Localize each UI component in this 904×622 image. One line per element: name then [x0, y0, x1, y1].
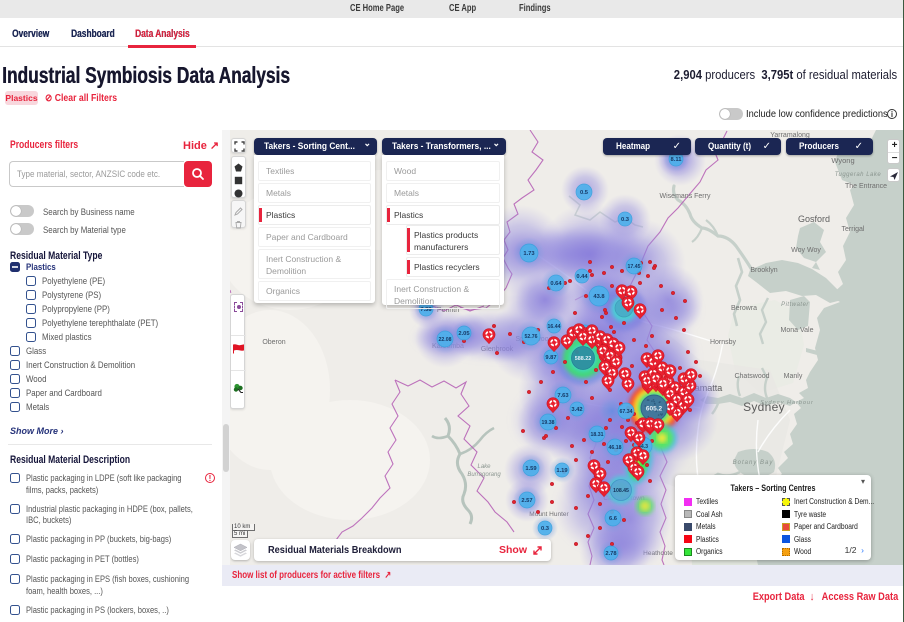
svg-text:Gosford: Gosford [798, 214, 830, 224]
svg-text:44.3: 44.3 [638, 444, 648, 450]
svg-text:Brooklyn: Brooklyn [750, 267, 777, 274]
svg-text:0.64: 0.64 [550, 281, 562, 287]
svg-text:Tuggerah Lake: Tuggerah Lake [835, 172, 882, 178]
svg-text:0.3: 0.3 [541, 526, 550, 532]
svg-text:52.76: 52.76 [525, 334, 538, 340]
svg-text:Yarramalong: Yarramalong [770, 132, 810, 139]
svg-text:3.42: 3.42 [571, 407, 582, 413]
svg-text:6.6: 6.6 [609, 516, 618, 522]
svg-text:Manly: Manly [784, 373, 803, 380]
svg-text:Sydney: Sydney [743, 400, 785, 414]
svg-text:1.59: 1.59 [525, 466, 537, 472]
svg-text:Sydney Harbour: Sydney Harbour [760, 400, 814, 406]
svg-text:8.11: 8.11 [671, 157, 683, 163]
svg-text:16.44: 16.44 [548, 324, 561, 330]
svg-text:18.31: 18.31 [591, 432, 604, 438]
svg-text:Botany Bay: Botany Bay [733, 460, 774, 466]
svg-text:67.34: 67.34 [620, 409, 633, 415]
svg-text:0.3: 0.3 [621, 217, 630, 223]
svg-text:19.38: 19.38 [542, 420, 555, 426]
svg-text:605.2: 605.2 [646, 406, 663, 413]
svg-text:Lake: Lake [477, 464, 491, 470]
svg-text:108.45: 108.45 [613, 488, 629, 494]
svg-text:588.22: 588.22 [575, 356, 592, 362]
svg-text:22.08: 22.08 [439, 337, 452, 343]
svg-text:Hornsby: Hornsby [710, 339, 737, 346]
svg-text:Mount Hunter: Mount Hunter [529, 511, 569, 518]
svg-text:Woy Woy: Woy Woy [791, 247, 821, 254]
svg-text:Berowra: Berowra [731, 305, 757, 312]
svg-text:7.38: 7.38 [420, 307, 432, 313]
svg-text:9.87: 9.87 [545, 355, 556, 361]
svg-text:The Entrance: The Entrance [845, 183, 887, 190]
svg-text:0.5: 0.5 [580, 190, 589, 196]
svg-text:46.18: 46.18 [609, 445, 622, 451]
svg-text:Wisemans Ferry: Wisemans Ferry [660, 193, 711, 200]
svg-text:Wyong: Wyong [831, 156, 854, 165]
svg-text:Chatswood: Chatswood [734, 373, 769, 380]
svg-text:1.73: 1.73 [523, 251, 535, 257]
svg-text:2.05: 2.05 [458, 331, 470, 337]
svg-text:Burragorang: Burragorang [467, 472, 501, 478]
svg-text:7.63: 7.63 [557, 393, 569, 399]
svg-text:Mona Vale: Mona Vale [781, 327, 814, 334]
svg-text:0.44: 0.44 [576, 274, 588, 280]
svg-text:43.8: 43.8 [593, 294, 605, 300]
svg-text:17.45: 17.45 [628, 264, 641, 270]
svg-text:2.78: 2.78 [605, 551, 617, 557]
svg-text:Pittwater: Pittwater [781, 302, 809, 308]
svg-text:1.19: 1.19 [556, 468, 568, 474]
svg-text:2.57: 2.57 [521, 498, 532, 504]
svg-text:Oberon: Oberon [262, 339, 285, 346]
svg-text:Terrigal: Terrigal [842, 226, 865, 233]
